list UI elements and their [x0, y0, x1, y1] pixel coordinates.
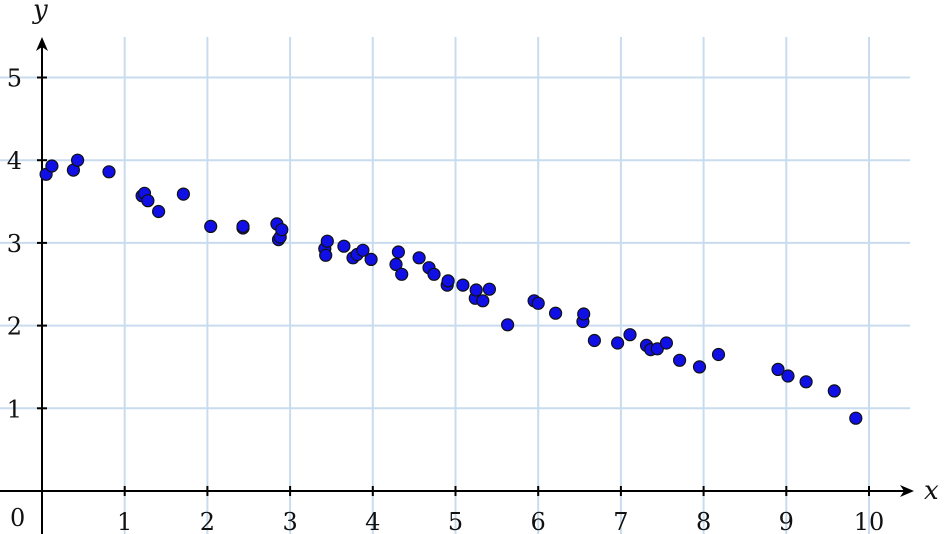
axes	[0, 37, 914, 534]
data-point	[45, 159, 59, 173]
x-tick-label-7: 7	[613, 508, 628, 534]
data-point	[849, 411, 863, 425]
data-point	[531, 296, 545, 310]
x-tick-label-8: 8	[696, 508, 711, 534]
data-point	[476, 294, 490, 308]
data-point	[427, 267, 441, 281]
data-point	[623, 328, 637, 342]
data-point	[482, 282, 496, 296]
x-tick-label-6: 6	[531, 508, 546, 534]
data-points	[39, 153, 863, 425]
data-point	[412, 251, 426, 265]
data-point	[337, 239, 351, 253]
data-point	[356, 243, 370, 257]
x-tick-label-4: 4	[365, 508, 380, 534]
data-point	[204, 219, 218, 233]
x-tick-label-1: 1	[117, 508, 132, 534]
y-tick-label-3: 3	[7, 230, 22, 258]
data-point	[587, 333, 602, 348]
tick-labels: 1 2 3 4 5 6 7 8 9 10 1 2 3 4 5	[7, 65, 885, 534]
data-point	[548, 306, 563, 320]
data-point	[395, 267, 409, 281]
origin-label: 0	[10, 504, 25, 532]
data-point	[672, 353, 687, 367]
y-tick-label-5: 5	[7, 65, 22, 93]
x-tick-label-9: 9	[779, 508, 794, 534]
data-point	[799, 375, 813, 389]
data-point	[771, 362, 785, 376]
x-tick-label-2: 2	[200, 508, 215, 534]
data-point	[501, 318, 515, 332]
data-point	[781, 369, 795, 383]
data-point	[364, 252, 378, 266]
y-tick-label-4: 4	[7, 147, 22, 175]
y-tick-label-1: 1	[7, 395, 22, 423]
grid	[0, 37, 910, 534]
y-axis-arrowhead	[36, 37, 48, 51]
data-point	[70, 153, 85, 167]
data-point	[692, 360, 707, 374]
y-tick-label-2: 2	[7, 313, 22, 341]
data-point	[320, 234, 334, 248]
data-point	[176, 187, 190, 201]
data-point	[659, 336, 674, 350]
data-point	[610, 336, 625, 350]
data-point	[391, 245, 405, 259]
ticks	[37, 76, 870, 496]
data-point	[275, 223, 289, 237]
data-point	[456, 278, 470, 292]
data-point	[141, 194, 155, 208]
data-point	[319, 248, 333, 262]
data-point	[441, 274, 455, 288]
data-point	[152, 204, 166, 219]
data-point	[236, 219, 250, 233]
x-tick-label-5: 5	[448, 508, 463, 534]
x-axis-arrowhead	[900, 485, 914, 497]
x-tick-label-3: 3	[282, 508, 297, 534]
data-point	[577, 307, 591, 321]
data-point	[389, 257, 403, 271]
y-axis-label: y	[32, 0, 48, 25]
x-tick-label-10: 10	[854, 508, 885, 534]
data-point	[469, 283, 483, 297]
data-point	[711, 347, 726, 362]
data-point	[827, 384, 841, 398]
data-point	[102, 165, 116, 179]
x-axis-label: x	[924, 476, 939, 506]
